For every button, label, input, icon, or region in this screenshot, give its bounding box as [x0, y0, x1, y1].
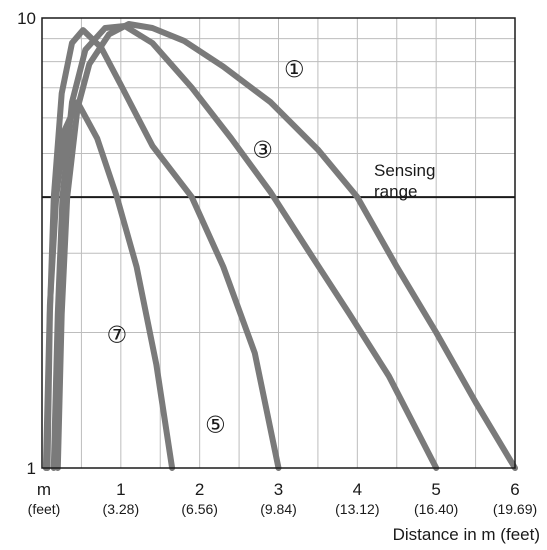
- tick-labels: 1 10 m (feet) 1 (3.28) 2 (6.56) 3 (9.84) 4 (13.12) 5…: [17, 9, 537, 517]
- annotations: Sensing range Distance in m (feet) ① ③ ⑦ ⑤: [107, 57, 540, 544]
- x-tick-sublabel: (9.84): [260, 501, 297, 517]
- x-tick-sublabel: (3.28): [103, 501, 140, 517]
- curve-label: ⑦: [107, 323, 128, 349]
- curve-label: ①: [284, 57, 305, 83]
- series-line-2: [50, 23, 440, 471]
- x-tick-label: 4: [353, 480, 362, 499]
- threshold-label-line2: range: [374, 182, 417, 201]
- x-tick-label: 5: [431, 480, 440, 499]
- x-tick-sublabel: (19.69): [493, 501, 537, 517]
- grid: [42, 18, 515, 468]
- threshold-label-line1: Sensing: [374, 161, 435, 180]
- x-tick-sublabel: (6.56): [181, 501, 218, 517]
- series-line-4: [42, 99, 176, 471]
- x-tick-sublabel: (16.40): [414, 501, 458, 517]
- x-tick-label: 3: [274, 480, 283, 499]
- plot-frame: [41, 17, 516, 469]
- x-unit-sublabel: (feet): [28, 501, 61, 517]
- x-tick-label: 2: [195, 480, 204, 499]
- x-tick-label: 6: [510, 480, 519, 499]
- curve-label: ⑤: [205, 412, 226, 438]
- x-axis-title: Distance in m (feet): [393, 525, 540, 544]
- x-unit-label: m: [37, 480, 51, 499]
- curve-label: ③: [252, 137, 273, 163]
- y-tick-label: 1: [27, 459, 36, 478]
- y-tick-label: 10: [17, 9, 36, 28]
- x-tick-label: 1: [116, 480, 125, 499]
- x-tick-sublabel: (13.12): [335, 501, 379, 517]
- axes: [41, 17, 516, 469]
- series-group: [42, 21, 518, 471]
- series-line-1: [54, 21, 518, 471]
